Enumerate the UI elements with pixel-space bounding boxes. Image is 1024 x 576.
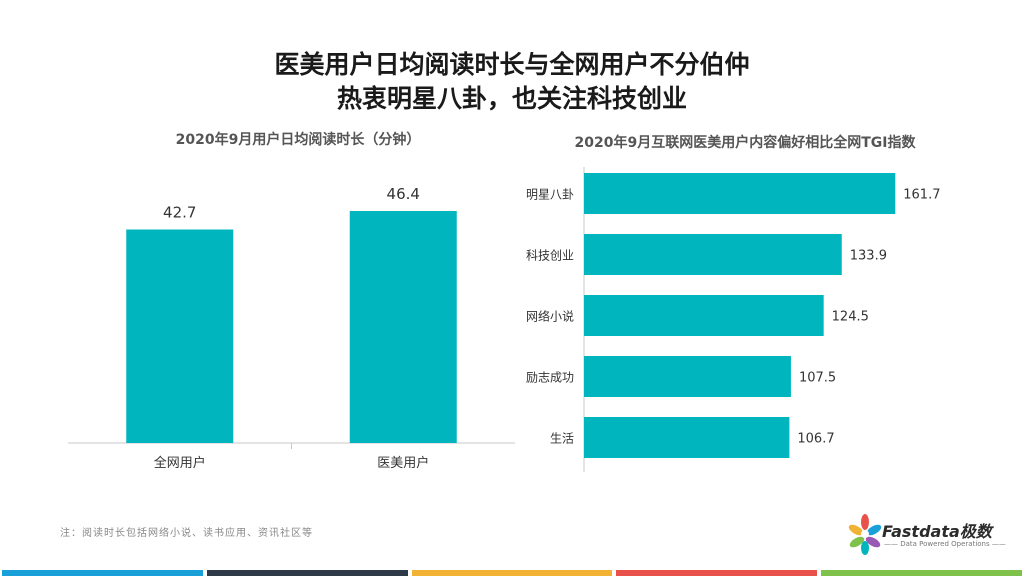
left-chart-title: 2020年9月用户日均阅读时长（分钟） (175, 132, 421, 148)
right-value-label: 133.9 (850, 249, 887, 264)
right-bar (584, 173, 896, 214)
left-bar (349, 211, 457, 443)
footer-bar-segment (2, 570, 203, 576)
left-bar (126, 229, 234, 443)
left-category-label: 医美用户 (377, 455, 429, 471)
footer-bar-segment (616, 570, 818, 576)
headline-line-2: 热衷明星八卦，也关注科技创业 (336, 84, 687, 113)
right-value-label: 161.7 (903, 188, 940, 203)
footer-bar-segment (411, 570, 613, 576)
right-bar (584, 234, 842, 275)
logo-name: Fastdata极数 (882, 522, 992, 541)
right-category-label: 科技创业 (526, 249, 574, 263)
footer-bar-segment (206, 570, 408, 576)
right-value-label: 106.7 (797, 432, 834, 447)
flower-logo-icon (848, 514, 882, 555)
logo-tagline: —— Data Powered Operations —— (884, 540, 1006, 548)
right-value-label: 107.5 (799, 371, 836, 386)
left-value-label: 46.4 (387, 185, 420, 203)
headline-line-1: 医美用户日均阅读时长与全网用户不分伯仲 (274, 50, 750, 79)
right-value-label: 124.5 (832, 310, 869, 325)
footnote: 注：阅读时长包括网络小说、读书应用、资讯社区等 (60, 528, 313, 539)
right-category-label: 网络小说 (526, 309, 574, 324)
right-category-label: 励志成功 (526, 371, 574, 385)
footer-bar-segment (821, 570, 1022, 576)
right-bar (584, 417, 790, 458)
right-bar (584, 356, 791, 397)
left-category-label: 全网用户 (154, 455, 206, 471)
right-category-label: 明星八卦 (526, 188, 574, 202)
right-category-label: 生活 (550, 432, 574, 446)
right-bar (584, 295, 824, 336)
left-value-label: 42.7 (163, 204, 196, 222)
fastdata-logo: Fastdata极数 —— Data Powered Operations —— (848, 512, 1008, 558)
right-chart-title: 2020年9月互联网医美用户内容偏好相比全网TGI指数 (574, 135, 916, 151)
